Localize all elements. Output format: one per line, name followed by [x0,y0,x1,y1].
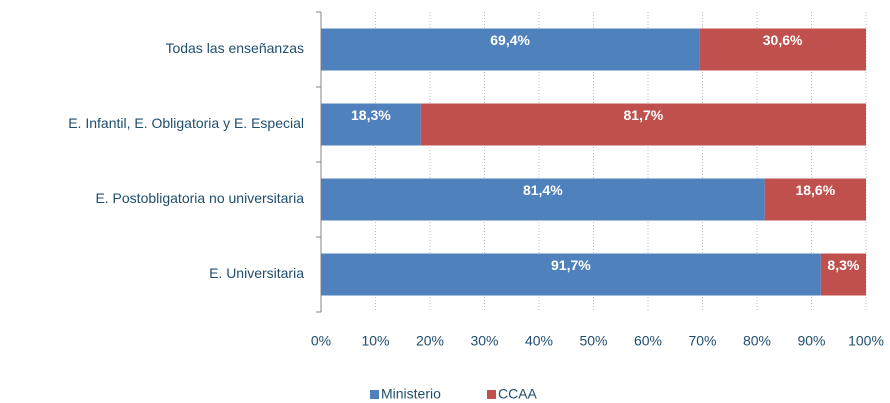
category-label: Todas las enseñanzas [165,40,304,56]
bar-segment [321,103,421,146]
data-label: 8,3% [827,257,859,273]
category-label: E. Universitaria [209,265,304,281]
data-label: 91,7% [551,257,591,273]
bar-segment [321,28,700,71]
data-label: 30,6% [763,32,803,48]
data-label: 18,3% [351,107,391,123]
x-tick-label: 80% [743,333,771,349]
legend-swatch [487,390,496,399]
data-label: 81,7% [624,107,664,123]
bar-segment [420,103,866,146]
x-tick-label: 10% [361,333,389,349]
category-label: E. Postobligatoria no universitaria [95,190,304,206]
data-label: 69,4% [490,32,530,48]
x-tick-label: 90% [797,333,825,349]
legend-swatch [370,390,379,399]
x-tick-label: 100% [848,333,884,349]
data-label: 18,6% [795,182,835,198]
data-label: 81,4% [523,182,563,198]
x-tick-label: 30% [470,333,498,349]
x-tick-label: 0% [311,333,331,349]
x-tick-label: 60% [634,333,662,349]
x-tick-label: 70% [688,333,716,349]
y-axis-ticks [316,11,321,313]
bar-segment [764,178,866,221]
bar-segment [321,253,821,296]
x-tick-label: 40% [525,333,553,349]
bar-segment [820,253,866,296]
bar-segment [321,178,765,221]
x-tick-label: 20% [416,333,444,349]
legend-label: CCAA [498,386,538,402]
legend-label: Ministerio [381,386,441,402]
bar-segment [699,28,866,71]
x-tick-label: 50% [579,333,607,349]
category-label: E. Infantil, E. Obligatoria y E. Especia… [68,115,304,131]
